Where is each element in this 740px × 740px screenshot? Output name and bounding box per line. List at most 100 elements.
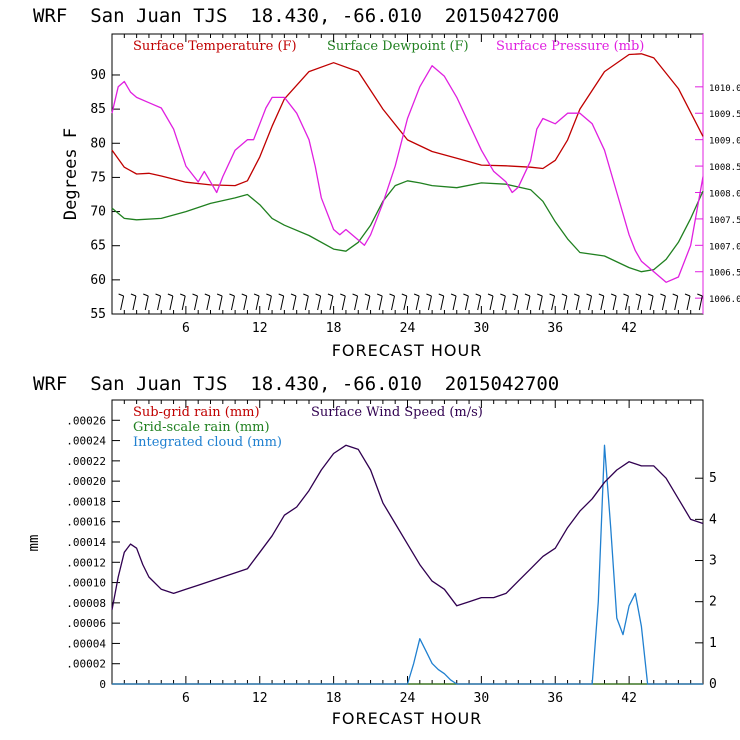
wind-barb	[120, 295, 125, 311]
y2-tick-label: 1009.5	[709, 110, 740, 120]
wind-barb-flag	[647, 293, 654, 297]
legend-pressure: Surface Pressure (mb)	[496, 39, 644, 54]
y2-tick-label: 1007.5	[709, 216, 740, 226]
wind-barb	[132, 295, 137, 311]
wind-barb	[551, 295, 556, 311]
wind-barb-flag	[352, 293, 358, 297]
panel2-series	[111, 444, 704, 685]
wind-barb	[538, 295, 543, 311]
wind-barb-flag	[487, 293, 494, 297]
wind-barb-flag	[266, 293, 272, 297]
wind-barb-flag	[598, 293, 604, 297]
wind-barb-flag	[155, 293, 161, 297]
wind-barb	[649, 295, 654, 311]
wind-barb-flag	[303, 293, 309, 297]
y2-tick-label: 0	[709, 677, 717, 692]
y-tick-label: .00022	[66, 455, 106, 468]
wind-barb	[440, 295, 445, 311]
wind-barb	[329, 295, 334, 311]
wind-barb-flag	[216, 293, 223, 297]
wind-barb	[354, 295, 359, 311]
series-line-3	[111, 444, 704, 611]
wind-barb	[415, 295, 420, 311]
legend-dewpoint: Surface Dewpoint (F)	[327, 39, 469, 54]
y-tick-label: .00020	[66, 475, 106, 488]
y2-tick-label: 5	[709, 471, 717, 486]
wind-barb-flag	[364, 293, 371, 297]
wind-barb-flag	[426, 293, 432, 297]
wind-barb	[292, 295, 297, 311]
wind-barb-flag	[537, 293, 543, 297]
wind-barb	[194, 295, 198, 311]
y2-tick-label: 3	[709, 554, 717, 569]
wind-barb-flag	[179, 293, 186, 297]
wind-barb-flag	[672, 293, 678, 297]
wind-barb	[378, 295, 383, 311]
wind-barb	[169, 295, 174, 311]
wind-barb-flag	[561, 293, 568, 297]
x-tick-label: 18	[326, 321, 342, 336]
wind-barb	[588, 295, 592, 311]
wind-barb	[698, 295, 703, 311]
wind-barb-flag	[549, 293, 555, 297]
x-tick-label: 12	[252, 691, 268, 706]
x-tick-label: 30	[474, 321, 490, 336]
wind-barb	[661, 295, 666, 311]
y2-tick-label: 1008.0	[709, 189, 740, 199]
wind-barb	[452, 295, 457, 311]
wind-barb	[144, 295, 149, 311]
panel2-xlabel: FORECAST HOUR	[332, 709, 483, 728]
x-tick-label: 36	[547, 321, 563, 336]
legend-integrated-cloud: Integrated cloud (mm)	[133, 435, 282, 450]
x-tick-label: 6	[182, 321, 190, 336]
wind-barb-flag	[241, 293, 247, 297]
panel1-title: WRF San Juan TJS 18.430, -66.010 2015042…	[33, 5, 559, 27]
wind-barb	[267, 295, 272, 311]
wind-barb	[206, 295, 211, 311]
wind-barb	[255, 295, 260, 311]
y-tick-label: 80	[90, 136, 106, 151]
y-tick-label: .00024	[66, 435, 106, 448]
y2-tick-label: 1010.0	[709, 84, 740, 94]
x-tick-label: 24	[400, 691, 416, 706]
y-tick-label: 85	[90, 102, 106, 117]
y2-tick-label: 1006.5	[709, 269, 740, 279]
panel1-frame	[111, 33, 704, 315]
y2-tick-label: 1006.0	[709, 295, 740, 305]
y-tick-label: .00008	[66, 597, 106, 610]
wind-barb-flag	[204, 293, 210, 297]
wind-barb-flag	[290, 293, 297, 297]
y2-tick-label: 4	[709, 512, 717, 527]
y-tick-label: .00006	[66, 617, 106, 630]
y2-tick-label: 1008.5	[709, 163, 740, 173]
wind-barb-flag	[475, 293, 481, 297]
panel1-ticks: 6 12 18 24 30 36 42 55 60 65 70 75 80 85 90 1006.0 1006.…	[90, 34, 740, 336]
wind-barb-flag	[118, 293, 124, 297]
wind-barb	[563, 295, 568, 311]
y-tick-label: .00016	[66, 516, 106, 529]
series-line-2	[111, 65, 704, 283]
series-line-1	[111, 180, 704, 273]
panel1-ylabel: Degrees F	[61, 128, 81, 220]
x-tick-label: 42	[621, 321, 637, 336]
panel1-series	[111, 53, 704, 283]
panel2-ticks: 6 12 18 24 30 36 420.00002.00004.00006.00008.0…	[66, 400, 717, 706]
panel1-xlabel: FORECAST HOUR	[332, 341, 483, 360]
wind-barb	[341, 295, 346, 311]
series-line-2	[112, 444, 703, 685]
wind-barb-flag	[500, 293, 506, 297]
y-tick-label: .00014	[66, 536, 106, 549]
y2-tick-label: 2	[709, 595, 717, 610]
wind-barb-flag	[635, 293, 641, 297]
wind-barb-flag	[327, 293, 334, 297]
y-tick-label: .00010	[66, 577, 106, 590]
y-tick-label: .00002	[66, 658, 106, 671]
wind-barb	[600, 295, 605, 311]
y2-tick-label: 1	[709, 636, 717, 651]
wind-barb-flag	[660, 293, 666, 297]
wind-barb-flag	[315, 293, 321, 297]
wind-barb	[403, 295, 408, 311]
wind-barb	[391, 295, 395, 311]
wind-barb-flag	[573, 293, 580, 297]
wind-barb-flag	[524, 293, 531, 297]
